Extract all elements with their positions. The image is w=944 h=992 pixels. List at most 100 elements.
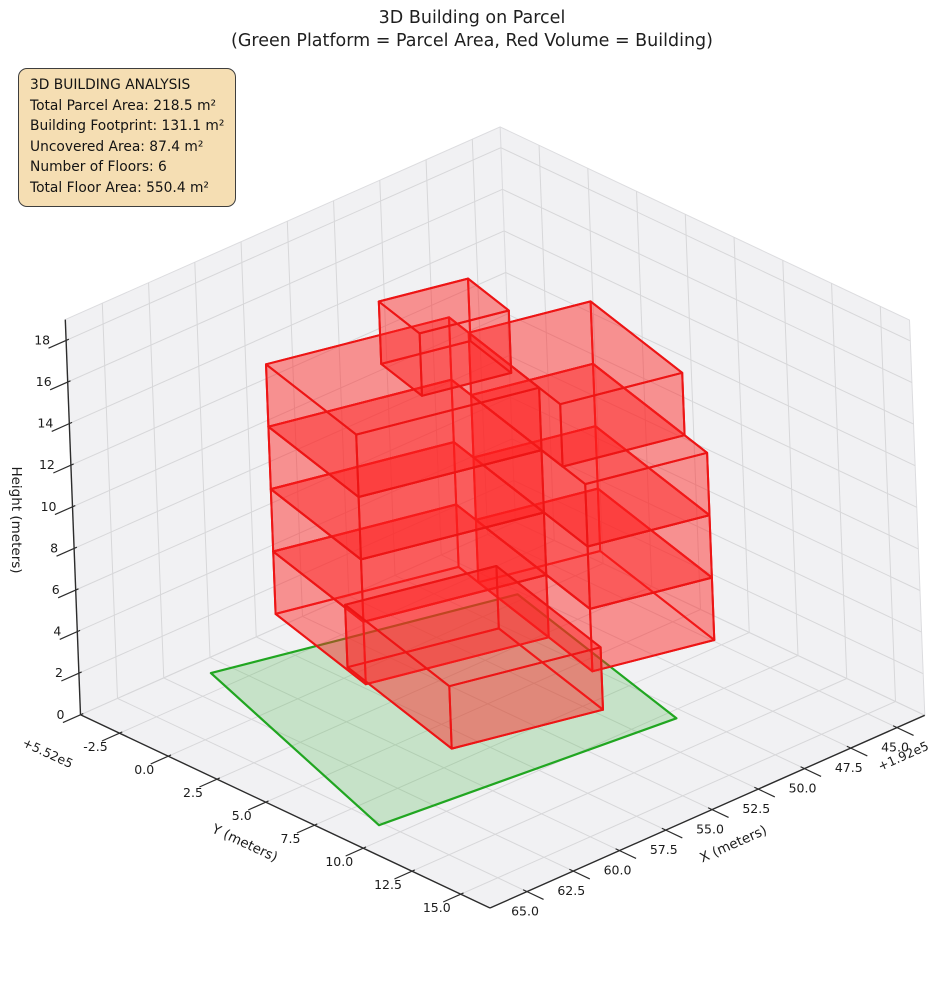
grid-line [119, 540, 555, 734]
x-tick-label: 52.5 [742, 801, 770, 816]
grid-line [265, 609, 701, 803]
grid-line [733, 237, 750, 633]
z-axis-label: Height (meters) [8, 466, 24, 573]
y-tick-label: 2.5 [183, 785, 203, 800]
grid-line [67, 188, 503, 383]
tick-mark [101, 731, 123, 742]
parcel-polygon [209, 593, 678, 827]
grid-line [460, 701, 896, 895]
y-tick-label: -2.5 [83, 739, 107, 754]
grid-line [194, 262, 211, 658]
chart-title-line2: (Green Platform = Parcel Area, Red Volum… [231, 31, 713, 51]
grid-line [148, 282, 165, 678]
grid-line [782, 260, 799, 656]
z-tick-label: 0 [57, 707, 65, 722]
y-tick-label: 10.0 [325, 854, 353, 869]
tick-mark [56, 546, 78, 557]
tick-mark [150, 754, 172, 765]
tick-mark [569, 868, 591, 880]
grid-line [256, 636, 666, 831]
tick-mark [754, 786, 776, 798]
x-tick-label: 57.5 [650, 842, 678, 857]
tick-mark [53, 463, 74, 474]
tick-mark [54, 505, 76, 516]
info-box-line: Total Floor Area: 550.4 m² [30, 179, 209, 196]
info-box-line: Total Parcel Area: 218.5 m² [30, 97, 217, 114]
z-tick-label: 12 [39, 457, 55, 472]
z-tick-label: 14 [37, 416, 53, 431]
grid-line [379, 180, 396, 576]
grid-line [73, 355, 510, 549]
x-tick-label: 50.0 [789, 781, 817, 796]
grid-line [168, 563, 604, 757]
grid-line [216, 586, 652, 780]
tick-mark [846, 745, 868, 757]
grid-line [70, 272, 506, 466]
grid-line [502, 188, 913, 383]
z-tick-label: 6 [52, 582, 60, 597]
grid-line [538, 145, 555, 541]
y-tick-label: 5.0 [232, 808, 252, 823]
grid-line [508, 355, 919, 550]
tick-mark [62, 713, 84, 724]
grid-line [411, 678, 847, 872]
z-tick-label: 18 [34, 332, 50, 347]
grid-line [879, 306, 896, 702]
grid-line [487, 533, 898, 729]
building-face-left-wing-floor-5 [265, 316, 541, 436]
z-tick-label: 10 [41, 499, 57, 514]
grid-line [65, 147, 502, 341]
grid-line [286, 221, 303, 617]
grid-line [163, 677, 574, 872]
y-axis-offset-label: +5.52e5 [20, 735, 75, 771]
grid-line [511, 438, 922, 633]
grid-line [80, 521, 516, 716]
grid-line [209, 656, 620, 852]
x-axis-spine [489, 714, 926, 909]
grid-line [75, 396, 511, 591]
tick-mark [48, 338, 70, 349]
tick-mark [394, 869, 416, 880]
grid-line [77, 438, 513, 633]
grid-line [503, 230, 914, 425]
tick-mark [199, 777, 221, 788]
grid-line [471, 139, 488, 535]
tick-mark [296, 823, 318, 834]
building-face-penthouse-floor-6 [377, 277, 510, 335]
tick-mark [800, 766, 822, 777]
grid-line [302, 615, 713, 811]
info-box-line: Number of Floors: 6 [30, 159, 167, 175]
grid-line [636, 191, 653, 587]
chart-title: 3D Building on Parcel (Green Platform = … [0, 7, 944, 53]
grid-line [72, 313, 508, 508]
tick-mark [61, 671, 82, 682]
grid-line [69, 230, 505, 425]
z-axis-spine [64, 319, 82, 715]
grid-line [101, 303, 118, 699]
tick-mark [615, 848, 637, 859]
y-axis-label: Y (meters) [208, 821, 280, 866]
grid-line [684, 214, 701, 610]
grid-line [240, 241, 257, 637]
grid-line [425, 159, 442, 555]
analysis-info-box: 3D BUILDING ANALYSIS Total Parcel Area: … [18, 68, 237, 207]
info-box-line: Building Footprint: 131.1 m² [30, 118, 225, 134]
x-tick-label: 65.0 [511, 904, 539, 919]
z-tick-label: 2 [55, 665, 63, 680]
grid-line [500, 147, 911, 342]
grid-line [513, 480, 924, 675]
chart-title-line1: 3D Building on Parcel [378, 8, 566, 28]
grid-line [333, 200, 350, 596]
y-axis-spine [80, 714, 491, 909]
grid-line [348, 595, 759, 790]
grid-line [831, 283, 848, 679]
y-tick-label: 0.0 [134, 762, 154, 777]
tick-mark [522, 889, 544, 900]
tick-mark [661, 827, 683, 839]
tick-mark [59, 629, 81, 640]
x-tick-label: 60.0 [604, 863, 632, 878]
z-tick-label: 8 [50, 540, 58, 555]
tick-mark [49, 380, 71, 391]
grid-line [117, 697, 528, 893]
